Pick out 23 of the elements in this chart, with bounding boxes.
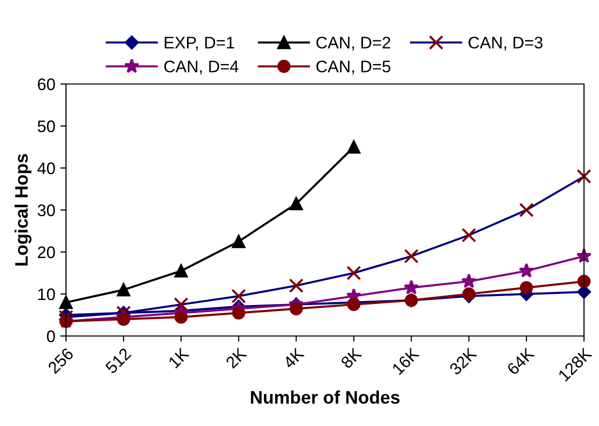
x-tick-label: 8K (340, 346, 362, 369)
x-tick-label: 512 (104, 347, 132, 374)
x-tick-label: 4K (282, 346, 305, 370)
y-tick-label: 60 (38, 78, 55, 90)
x-tick-label: 16K (392, 346, 420, 376)
legend-label: CAN, D=3 (468, 36, 542, 50)
x-tick-label: 2K (225, 346, 248, 369)
y-axis-title: Logical Hops (14, 154, 32, 266)
x-axis-title: Number of Nodes (250, 390, 400, 404)
legend-label: EXP, D=1 (164, 36, 234, 50)
x-tick-label: 1K (168, 346, 190, 368)
legend-label: CAN, D=4 (164, 60, 238, 74)
legend-label: CAN, D=5 (316, 60, 390, 74)
y-tick-label: 40 (37, 162, 55, 174)
x-tick-label: 256 (47, 347, 74, 374)
y-tick-label: 50 (38, 120, 55, 132)
y-tick-label: 10 (38, 288, 55, 300)
y-tick-label: 20 (38, 246, 55, 258)
y-tick-label: 0 (46, 330, 55, 342)
x-tick-label: 64K (506, 346, 535, 376)
legend-label: CAN, D=2 (316, 36, 390, 50)
x-tick-label: 32K (448, 346, 478, 376)
y-tick-label: 30 (38, 204, 55, 216)
